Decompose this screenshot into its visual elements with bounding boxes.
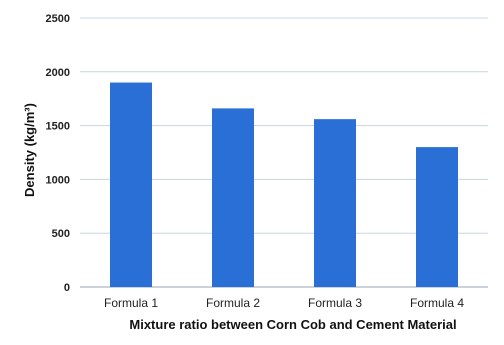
x-tick-label: Formula 4 xyxy=(410,296,464,310)
y-tick-label: 2000 xyxy=(46,67,70,79)
x-tick-label: Formula 1 xyxy=(104,296,158,310)
y-tick-labels: 0 500 1000 1500 2000 2500 xyxy=(46,13,70,294)
y-tick-label: 0 xyxy=(64,282,70,294)
bar-formula-4 xyxy=(416,147,458,287)
bar-formula-2 xyxy=(212,108,254,287)
y-tick-label: 1500 xyxy=(46,121,70,133)
x-axis-title: Mixture ratio between Corn Cob and Cemen… xyxy=(129,317,456,332)
y-tick-label: 1000 xyxy=(46,174,70,186)
y-tick-label: 500 xyxy=(52,228,70,240)
bars xyxy=(110,82,458,287)
x-tick-labels: Formula 1 Formula 2 Formula 3 Formula 4 xyxy=(104,296,464,310)
y-tick-label: 2500 xyxy=(46,13,70,25)
x-tick-label: Formula 2 xyxy=(206,296,260,310)
y-axis-title: Density (kg/m³) xyxy=(22,103,37,197)
x-tick-label: Formula 3 xyxy=(308,296,362,310)
bar-formula-3 xyxy=(314,119,356,287)
bar-formula-1 xyxy=(110,82,152,287)
